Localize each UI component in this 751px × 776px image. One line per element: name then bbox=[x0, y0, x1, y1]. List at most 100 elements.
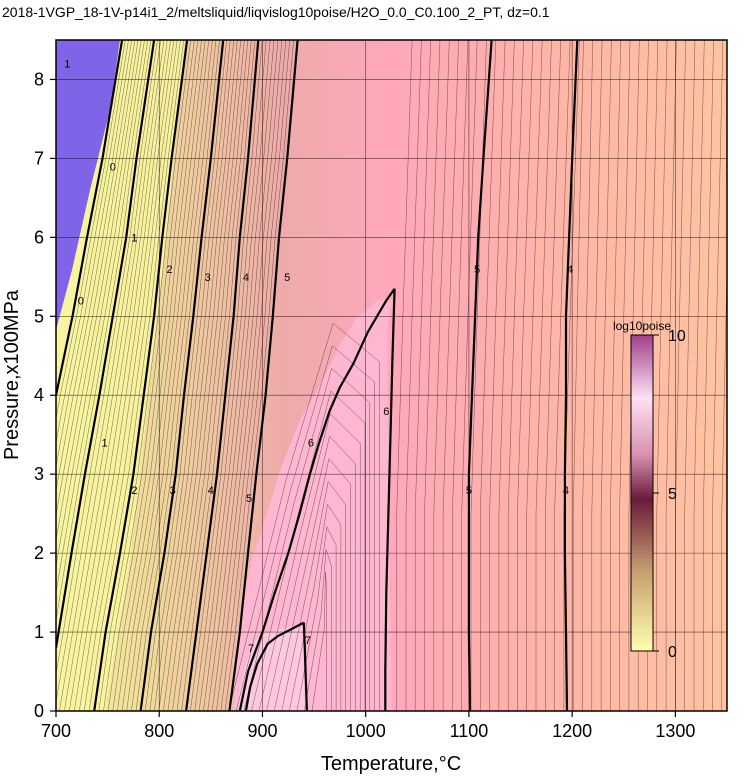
contour-label: 1 bbox=[64, 59, 70, 71]
y-axis: 0 1 2 3 4 5 6 7 8 bbox=[34, 69, 56, 721]
colorbar: log10poise 0 5 10 bbox=[613, 319, 686, 661]
contour-line-minor bbox=[266, 435, 356, 711]
contour-label: 3 bbox=[170, 485, 176, 497]
contour-label: 7 bbox=[248, 643, 254, 655]
y-axis-label: Pressure,x100MPa bbox=[1, 289, 23, 460]
contour-line-minor bbox=[414, 40, 431, 711]
contour-line-minor bbox=[273, 458, 351, 711]
contour-line-minor bbox=[610, 40, 621, 711]
contour-line-minor bbox=[582, 40, 594, 711]
contour-line-minor bbox=[289, 503, 342, 711]
contour-line-minor bbox=[461, 40, 478, 711]
contour-line-minor bbox=[721, 260, 727, 711]
y-tick-label: 3 bbox=[34, 464, 44, 484]
colorbar-ramp bbox=[630, 334, 654, 652]
contour-line-minor bbox=[258, 413, 361, 711]
y-tick-label: 0 bbox=[34, 701, 44, 721]
contour-line-minor bbox=[507, 40, 524, 711]
contour-line-minor bbox=[572, 40, 584, 711]
contour-line-minor bbox=[251, 390, 366, 711]
contour-label: 2 bbox=[166, 264, 172, 276]
y-tick-label: 8 bbox=[34, 69, 44, 89]
contour-line-minor bbox=[498, 40, 515, 711]
x-tick-label: 1000 bbox=[346, 721, 386, 741]
contour-line-6 bbox=[384, 288, 396, 711]
contour-line-minor bbox=[243, 367, 371, 711]
contour-line-minor bbox=[228, 322, 380, 711]
contour-line-minor bbox=[296, 525, 337, 711]
contour-line-minor bbox=[311, 572, 327, 711]
y-tick-label: 2 bbox=[34, 543, 44, 563]
contour-line-minor bbox=[489, 40, 506, 711]
contour-line-minor bbox=[665, 40, 677, 711]
contour-line-minor bbox=[452, 40, 469, 711]
contour-line-minor bbox=[693, 40, 705, 711]
x-tick-label: 900 bbox=[247, 721, 277, 741]
contour-line-minor bbox=[405, 40, 422, 711]
colorbar-title: log10poise bbox=[613, 319, 671, 333]
contour-line-minor bbox=[712, 40, 724, 711]
contour-line-6 bbox=[238, 288, 396, 711]
contour-label: 4 bbox=[567, 264, 573, 276]
x-tick-label: 800 bbox=[144, 721, 174, 741]
y-tick-label: 6 bbox=[34, 227, 44, 247]
contour-line-minor bbox=[656, 40, 668, 711]
contour-label: 5 bbox=[284, 272, 290, 284]
contour-label: 0 bbox=[110, 161, 116, 173]
contour-line-minor bbox=[526, 40, 543, 711]
plot-frame bbox=[55, 39, 728, 712]
contour-line-minor bbox=[281, 480, 346, 711]
contour-line-minor bbox=[304, 549, 332, 711]
contour-label: 5 bbox=[474, 264, 480, 276]
chart-title: 2018-1VGP_18-1V-p14i1_2/meltsliquid/liqv… bbox=[2, 4, 550, 20]
contour-label: 0 bbox=[78, 296, 84, 308]
contour-line-minor bbox=[703, 40, 714, 711]
contour-line-minor bbox=[684, 40, 696, 711]
contour-line-minor bbox=[591, 40, 603, 711]
y-tick-label: 4 bbox=[34, 385, 44, 405]
contour-line-minor bbox=[517, 40, 534, 711]
contour-line-minor bbox=[563, 40, 580, 711]
contour-line-minor bbox=[554, 40, 571, 711]
x-tick-label: 1200 bbox=[552, 721, 592, 741]
colorbar-tick-label: 10 bbox=[668, 328, 686, 345]
contour-label: 4 bbox=[563, 485, 569, 497]
contour-line-minor bbox=[619, 40, 631, 711]
contour-label: 6 bbox=[308, 438, 314, 450]
contour-line-minor bbox=[442, 40, 459, 711]
band-purple bbox=[56, 40, 120, 330]
contour-line-minor bbox=[480, 40, 497, 711]
y-tick-label: 1 bbox=[34, 622, 44, 642]
contour-label: 6 bbox=[383, 406, 389, 418]
x-axis: 700 800 900 1000 1100 1200 1300 bbox=[41, 711, 695, 741]
contour-line-minor bbox=[535, 40, 552, 711]
contour-line-minor bbox=[545, 40, 562, 711]
contour-label: 7 bbox=[305, 635, 311, 647]
contour-label: 1 bbox=[131, 232, 137, 244]
grid bbox=[56, 40, 727, 711]
y-tick-label: 5 bbox=[34, 306, 44, 326]
colorbar-tick-label: 5 bbox=[668, 486, 677, 503]
band-pink-dome bbox=[234, 300, 392, 711]
contour-label: 5 bbox=[246, 493, 252, 505]
contour-label: 3 bbox=[205, 272, 211, 284]
contour-label: 2 bbox=[131, 485, 137, 497]
contour-label: 1 bbox=[101, 438, 107, 450]
contour-line-1 bbox=[56, 40, 156, 648]
contour-line-7 bbox=[244, 621, 305, 711]
contour-label: 4 bbox=[208, 485, 214, 497]
contour-line-7 bbox=[302, 622, 308, 711]
contour-line-minor bbox=[600, 40, 612, 711]
band-yellow bbox=[56, 40, 185, 711]
x-tick-label: 1300 bbox=[655, 721, 695, 741]
colorbar-ticks: 0 5 10 bbox=[653, 328, 686, 661]
contour-line-minor bbox=[433, 40, 450, 711]
x-tick-label: 700 bbox=[41, 721, 71, 741]
y-tick-label: 7 bbox=[34, 148, 44, 168]
contour-line-minor bbox=[424, 40, 441, 711]
colorbar-tick-label: 0 bbox=[668, 644, 677, 661]
contour-line-minor bbox=[236, 345, 375, 711]
contour-label: 4 bbox=[243, 272, 249, 284]
